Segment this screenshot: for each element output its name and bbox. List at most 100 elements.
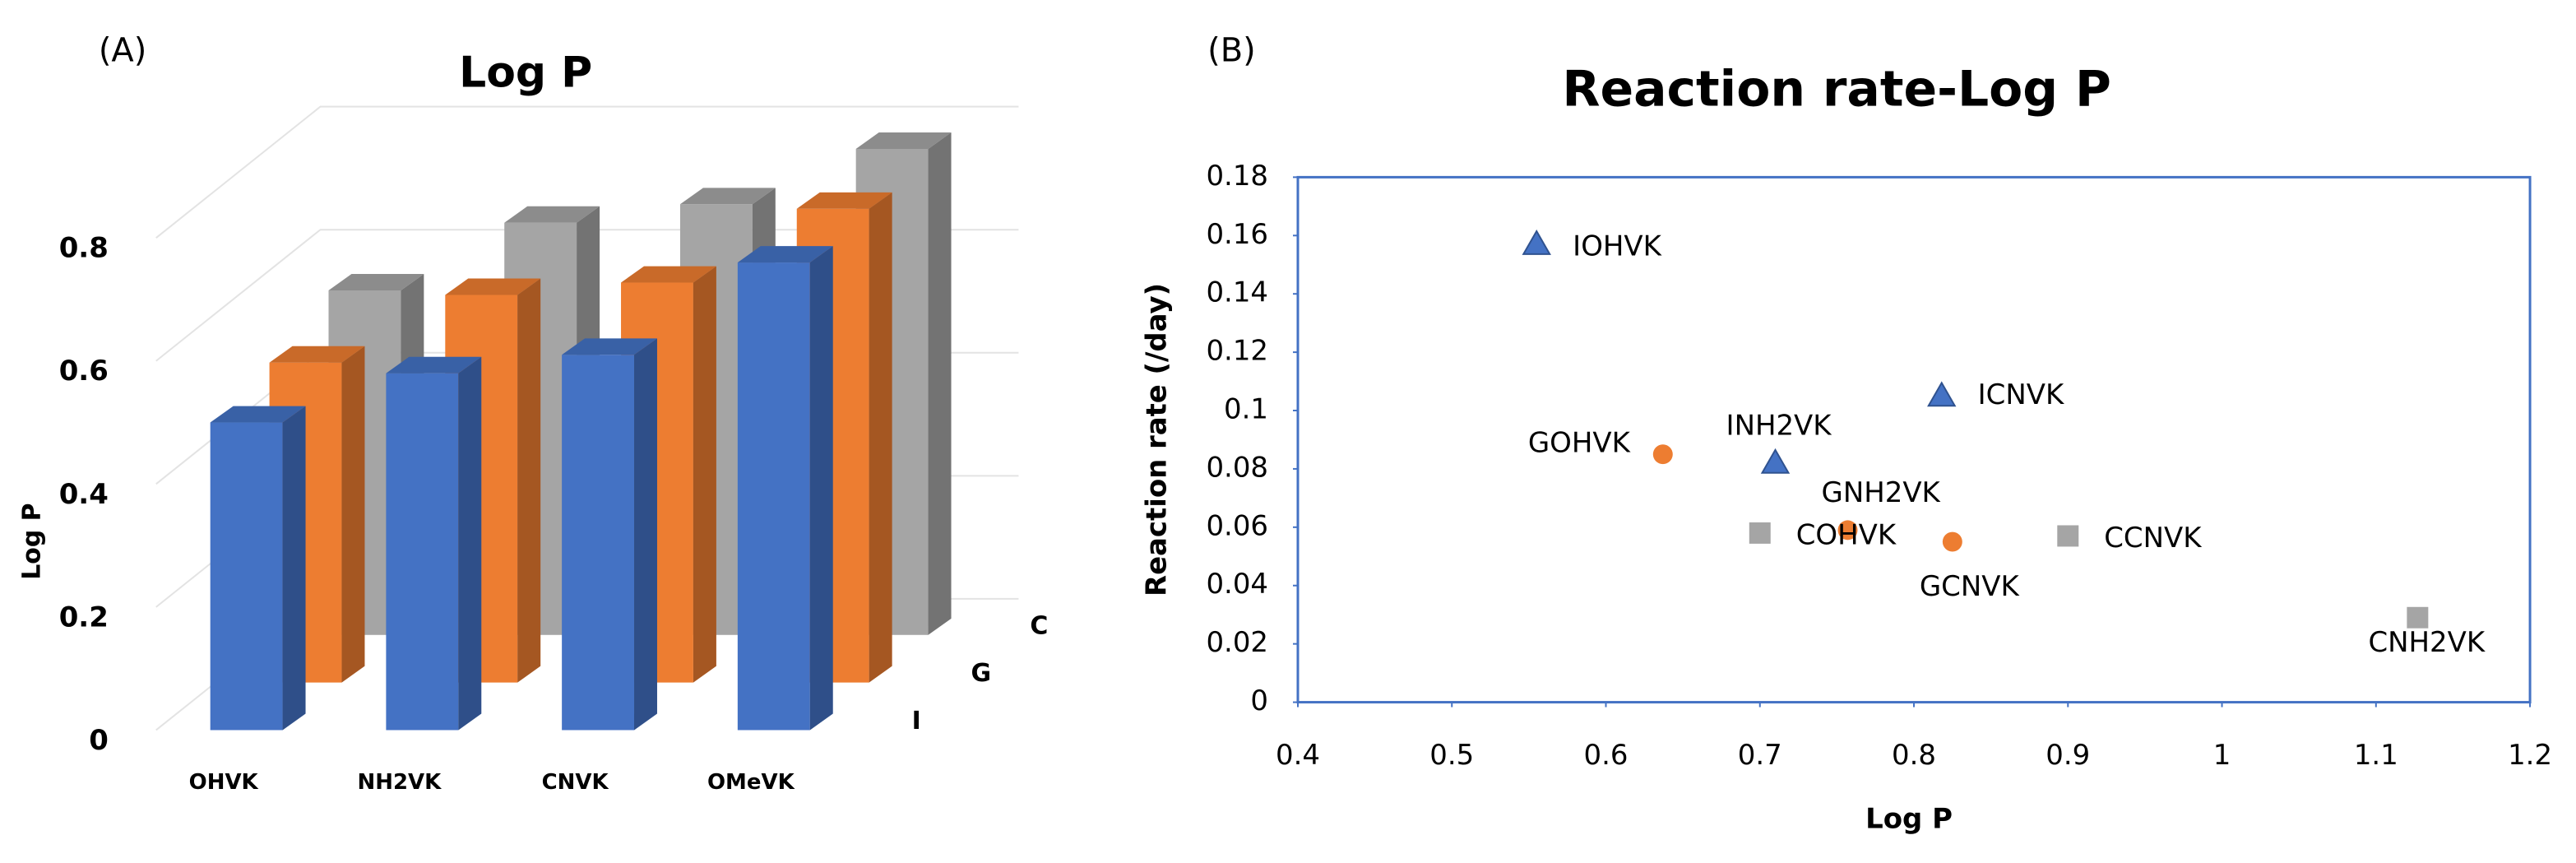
- point-label: CNH2VK: [2368, 626, 2485, 658]
- bar-top: [386, 356, 482, 374]
- x-tick-label: 1: [2213, 739, 2231, 771]
- bar-side: [458, 356, 482, 731]
- x-tick-label: OMeVK: [707, 770, 795, 795]
- y-tick-label: 0.12: [1206, 335, 1268, 367]
- y-tick-label: 0.4: [59, 478, 109, 510]
- point: [2407, 606, 2429, 629]
- bar-top-shade: [210, 406, 306, 423]
- point-label: INH2VK: [1726, 409, 1832, 441]
- y-tick-label: 0.8: [59, 232, 109, 264]
- bar-side: [693, 266, 716, 683]
- y-tick-label: 0.18: [1206, 160, 1268, 192]
- y-tick-label: 0.16: [1206, 218, 1268, 250]
- bar-top: [562, 338, 657, 355]
- bar-side: [634, 338, 657, 731]
- grid-line: [155, 229, 1019, 362]
- panel-label: (A): [99, 31, 146, 69]
- point-label: GOHVK: [1528, 427, 1631, 459]
- bar-side: [341, 346, 365, 683]
- bar-front: [386, 373, 459, 731]
- bar-top-shade: [445, 278, 541, 295]
- y-tick-label: 0.2: [59, 601, 109, 633]
- series-depth-label: C: [1030, 611, 1048, 640]
- point: [1760, 448, 1791, 474]
- bar: [562, 338, 657, 731]
- y-tick-label: 0: [1250, 684, 1268, 717]
- point: [1837, 520, 1858, 541]
- x-tick-label: 1.2: [2508, 739, 2552, 771]
- panel-label: (B): [1207, 31, 1256, 69]
- x-tick-label: 0.7: [1738, 739, 1782, 771]
- x-axis-label: Log P: [1865, 803, 1953, 835]
- chart-title: Log P: [459, 49, 592, 98]
- bar-front: [737, 262, 810, 731]
- series-depth-label: I: [912, 707, 921, 735]
- x-tick-label: 0.8: [1892, 739, 1936, 771]
- y-tick-label: 0.14: [1206, 276, 1268, 309]
- point-label: GNH2VK: [1822, 476, 1941, 508]
- bar-side-shade: [693, 266, 716, 683]
- bar: [737, 246, 833, 731]
- point: [1942, 531, 1962, 552]
- bar-side: [282, 406, 306, 731]
- x-tick-label: 0.6: [1584, 739, 1629, 771]
- point: [2057, 525, 2079, 547]
- point-label: IOHVK: [1573, 230, 1661, 262]
- y-axis-label: Log P: [17, 503, 46, 579]
- bar-top-shade: [562, 338, 657, 355]
- bar-side-shade: [458, 356, 482, 731]
- x-tick-label: OHVK: [189, 770, 259, 795]
- bar-top: [855, 132, 952, 149]
- bar-top-shade: [504, 206, 600, 223]
- bar-top: [445, 278, 541, 295]
- bar-top-shade: [855, 132, 952, 149]
- point-label: COHVK: [1796, 518, 1897, 550]
- series-depth-label: G: [971, 659, 991, 688]
- bar-front: [562, 355, 635, 731]
- bar-top-shade: [386, 356, 482, 374]
- bar-side-shade: [282, 406, 306, 731]
- y-tick-label: 0.08: [1206, 451, 1268, 483]
- bar-side: [928, 132, 952, 635]
- bar-top-shade: [679, 188, 776, 205]
- bar-top-shade: [796, 192, 892, 209]
- x-tick-label: 1.1: [2354, 739, 2398, 771]
- x-tick-label: NH2VK: [358, 770, 442, 795]
- bar-top-shade: [328, 274, 424, 290]
- bar-side: [869, 192, 892, 683]
- point-label: GCNVK: [1920, 570, 2020, 602]
- bar-top: [737, 246, 833, 263]
- bar-side-shade: [517, 278, 541, 683]
- x-tick-label: CNVK: [542, 770, 609, 795]
- y-tick-label: 0.6: [59, 355, 109, 387]
- x-tick-label: 0.5: [1429, 739, 1474, 771]
- bar-top: [269, 346, 365, 363]
- bar-top: [504, 206, 600, 223]
- bar: [386, 356, 482, 731]
- x-tick-label: 0.9: [2046, 739, 2090, 771]
- point-label: CCNVK: [2104, 522, 2202, 554]
- y-tick-label: 0.1: [1224, 393, 1268, 425]
- bar-top-shade: [621, 266, 716, 283]
- plot-border: [1296, 175, 2532, 704]
- bar-top: [796, 192, 892, 209]
- y-tick-label: 0: [89, 724, 109, 756]
- y-tick-label: 0.06: [1206, 509, 1268, 541]
- bar-top: [210, 406, 306, 423]
- bar-top: [621, 266, 716, 283]
- bar-front: [210, 422, 283, 731]
- bar: [210, 406, 306, 731]
- bar-top: [328, 274, 424, 290]
- y-axis-label: Reaction rate (/day): [1141, 283, 1173, 596]
- bar-side-shade: [809, 246, 833, 731]
- bar-top-shade: [269, 346, 365, 363]
- chart-title: Reaction rate-Log P: [1562, 60, 2111, 118]
- bar-side-shade: [341, 346, 365, 683]
- bar-side: [517, 278, 541, 683]
- point-label: ICNVK: [1978, 378, 2064, 411]
- point: [1652, 444, 1673, 465]
- bar-top: [679, 188, 776, 205]
- bar-top-shade: [737, 246, 833, 263]
- grid-line: [155, 105, 1019, 239]
